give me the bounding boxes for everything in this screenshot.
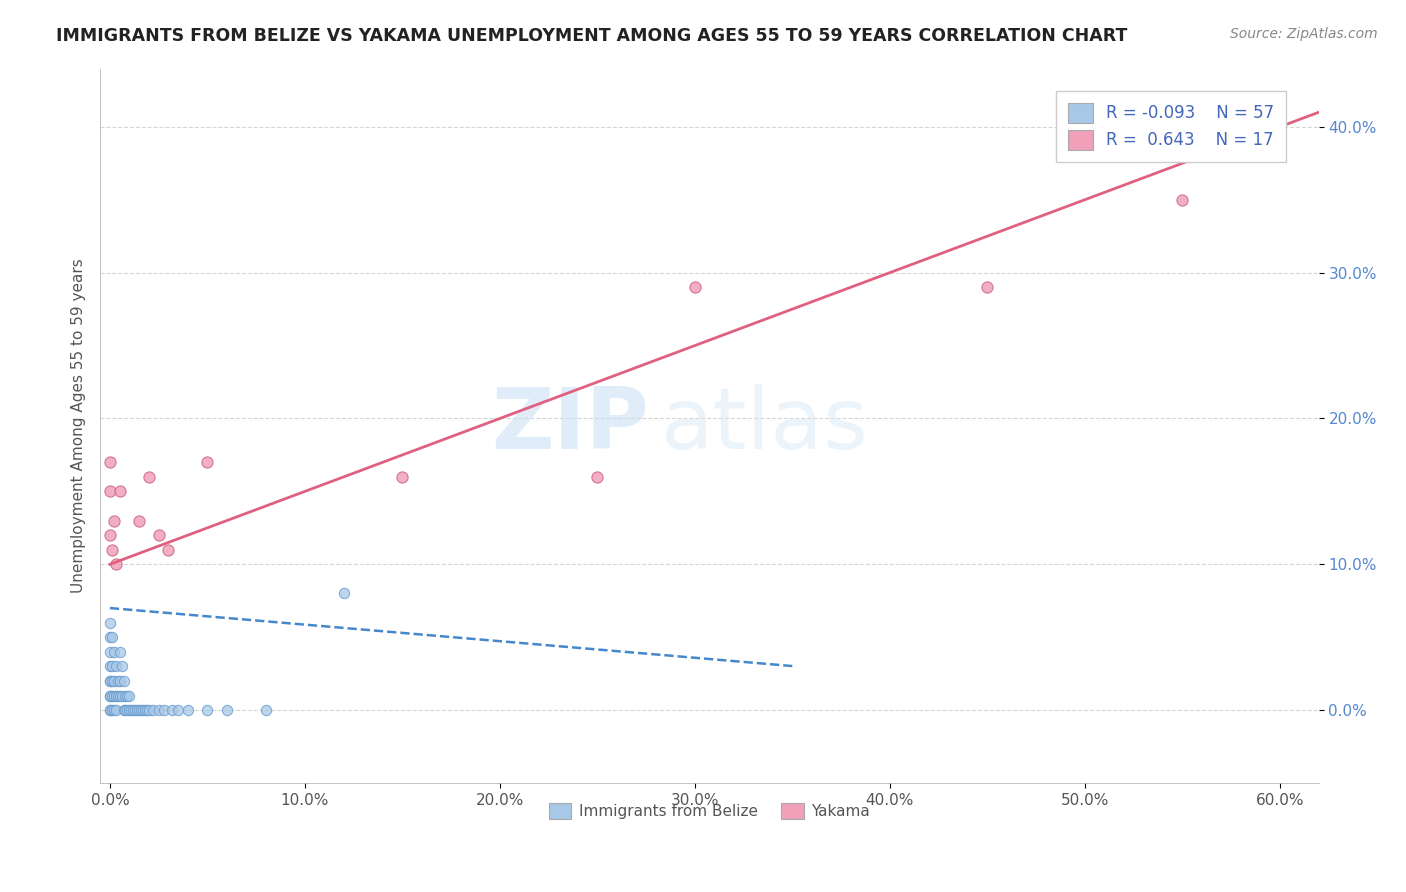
Y-axis label: Unemployment Among Ages 55 to 59 years: Unemployment Among Ages 55 to 59 years: [72, 259, 86, 593]
Point: [98, 689, 121, 703]
Point: [138, 470, 160, 484]
Legend: Immigrants from Belize, Yakama: Immigrants from Belize, Yakama: [543, 797, 876, 825]
Point: [110, 689, 132, 703]
Point: [104, 703, 127, 717]
Point: [391, 470, 413, 484]
Point: [254, 703, 277, 717]
Point: [108, 484, 131, 499]
Point: [122, 703, 145, 717]
Point: [108, 645, 131, 659]
Point: [586, 470, 609, 484]
Point: [128, 703, 150, 717]
Point: [104, 689, 127, 703]
Point: [101, 673, 124, 688]
Point: [215, 703, 238, 717]
Point: [148, 528, 170, 542]
Point: [114, 703, 136, 717]
Point: [101, 659, 124, 673]
Point: [128, 514, 150, 528]
Text: IMMIGRANTS FROM BELIZE VS YAKAMA UNEMPLOYMENT AMONG AGES 55 TO 59 YEARS CORRELAT: IMMIGRANTS FROM BELIZE VS YAKAMA UNEMPLO…: [56, 27, 1128, 45]
Point: [138, 703, 160, 717]
Point: [101, 689, 124, 703]
Point: [112, 703, 135, 717]
Point: [153, 703, 176, 717]
Point: [135, 703, 157, 717]
Point: [195, 455, 218, 469]
Point: [103, 673, 125, 688]
Point: [98, 484, 121, 499]
Point: [127, 703, 149, 717]
Point: [162, 703, 184, 717]
Point: [167, 703, 190, 717]
Point: [103, 703, 125, 717]
Point: [98, 703, 121, 717]
Point: [132, 703, 155, 717]
Point: [120, 703, 142, 717]
Point: [98, 689, 121, 703]
Point: [98, 630, 121, 644]
Point: [118, 703, 141, 717]
Point: [98, 703, 121, 717]
Point: [103, 645, 125, 659]
Point: [124, 703, 146, 717]
Point: [683, 280, 706, 294]
Point: [148, 703, 170, 717]
Point: [157, 542, 180, 557]
Point: [98, 673, 121, 688]
Point: [101, 542, 124, 557]
Point: [333, 586, 356, 600]
Point: [101, 630, 124, 644]
Point: [107, 673, 129, 688]
Point: [976, 280, 998, 294]
Point: [117, 689, 139, 703]
Point: [1171, 193, 1194, 207]
Point: [177, 703, 200, 717]
Point: [129, 703, 152, 717]
Point: [104, 558, 127, 572]
Point: [98, 673, 121, 688]
Point: [98, 645, 121, 659]
Point: [98, 615, 121, 630]
Point: [114, 689, 136, 703]
Point: [103, 514, 125, 528]
Text: Source: ZipAtlas.com: Source: ZipAtlas.com: [1230, 27, 1378, 41]
Point: [98, 528, 121, 542]
Point: [108, 673, 131, 688]
Point: [98, 659, 121, 673]
Point: [101, 703, 124, 717]
Text: atlas: atlas: [661, 384, 869, 467]
Point: [195, 703, 218, 717]
Point: [117, 703, 139, 717]
Point: [118, 689, 141, 703]
Point: [103, 689, 125, 703]
Point: [112, 673, 135, 688]
Text: ZIP: ZIP: [491, 384, 648, 467]
Point: [107, 689, 129, 703]
Point: [108, 689, 131, 703]
Point: [98, 455, 121, 469]
Point: [110, 659, 132, 673]
Point: [142, 703, 165, 717]
Point: [104, 659, 127, 673]
Point: [134, 703, 156, 717]
